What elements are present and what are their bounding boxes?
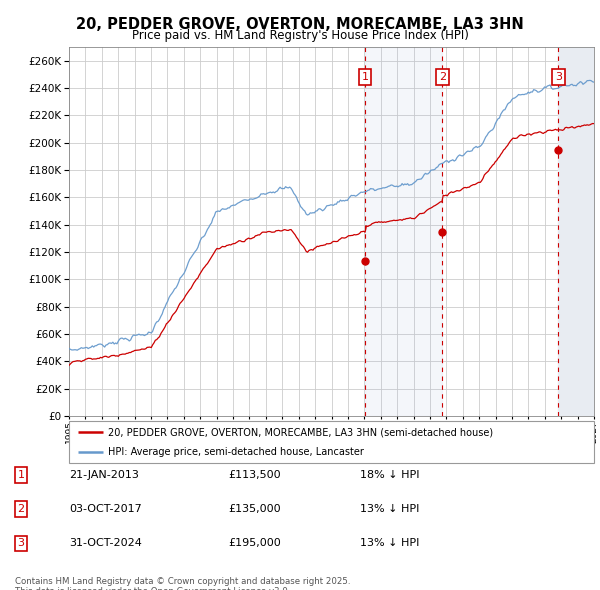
Text: £135,000: £135,000 (228, 504, 281, 514)
Bar (365, 47, 442, 416)
Text: £113,500: £113,500 (228, 470, 281, 480)
Text: 2: 2 (17, 504, 25, 514)
Text: 31-OCT-2024: 31-OCT-2024 (69, 539, 142, 548)
Text: 03-OCT-2017: 03-OCT-2017 (69, 504, 142, 514)
Text: 13% ↓ HPI: 13% ↓ HPI (360, 504, 419, 514)
Text: 20, PEDDER GROVE, OVERTON, MORECAMBE, LA3 3HN: 20, PEDDER GROVE, OVERTON, MORECAMBE, LA… (76, 17, 524, 31)
Text: 20, PEDDER GROVE, OVERTON, MORECAMBE, LA3 3HN (semi-detached house): 20, PEDDER GROVE, OVERTON, MORECAMBE, LA… (109, 427, 493, 437)
Text: 3: 3 (17, 539, 25, 548)
Text: Price paid vs. HM Land Registry's House Price Index (HPI): Price paid vs. HM Land Registry's House … (131, 29, 469, 42)
Text: £195,000: £195,000 (228, 539, 281, 548)
Bar (559, 47, 594, 416)
Text: 13% ↓ HPI: 13% ↓ HPI (360, 539, 419, 548)
FancyBboxPatch shape (69, 421, 594, 463)
Text: HPI: Average price, semi-detached house, Lancaster: HPI: Average price, semi-detached house,… (109, 447, 364, 457)
Text: Contains HM Land Registry data © Crown copyright and database right 2025.
This d: Contains HM Land Registry data © Crown c… (15, 577, 350, 590)
Text: 1: 1 (362, 72, 369, 82)
Text: 21-JAN-2013: 21-JAN-2013 (69, 470, 139, 480)
Text: 2: 2 (439, 72, 446, 82)
Text: 1: 1 (17, 470, 25, 480)
Text: 3: 3 (555, 72, 562, 82)
Text: 18% ↓ HPI: 18% ↓ HPI (360, 470, 419, 480)
